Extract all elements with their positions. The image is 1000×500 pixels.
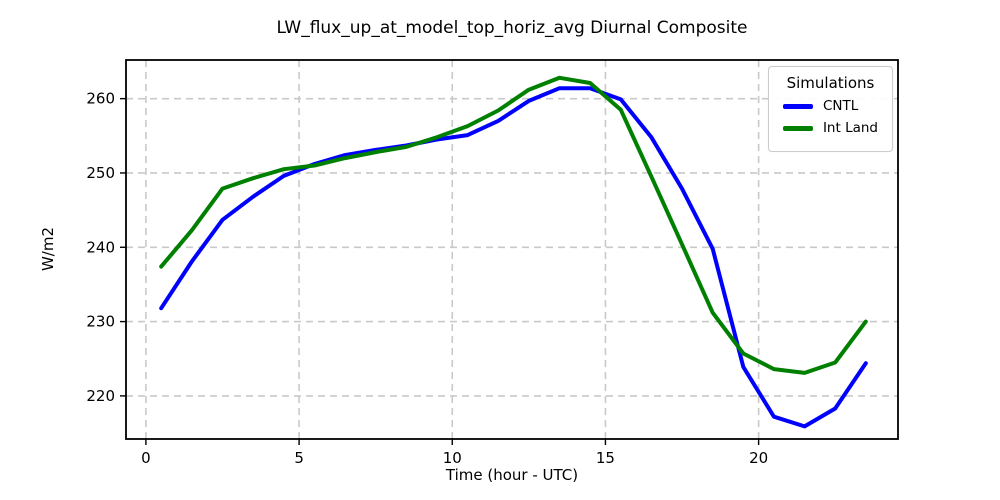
cntl-line [159,86,868,429]
y-tick-label: 260 [86,90,115,108]
plot-border [125,59,899,440]
y-axis-label: W/m2 [39,226,57,272]
y-tick-label: 240 [86,238,115,256]
legend-label: Int Land [822,120,878,136]
legend-entries: CNTL Int Land [781,98,880,136]
x-tick-label: 20 [749,449,768,467]
legend-entry: Int Land [782,120,878,136]
int-land-line [159,75,868,375]
legend-label: CNTL [822,98,859,114]
y-tick-label: 250 [86,164,115,182]
legend-swatch-icon [782,125,813,131]
x-tick-label: 5 [294,449,304,467]
legend-swatch-icon [782,103,813,109]
x-tick-label: 10 [443,449,462,467]
chart-title: LW_flux_up_at_model_top_horiz_avg Diurna… [276,18,748,38]
y-tick-label: 220 [86,387,115,405]
legend-title: Simulations [786,74,875,92]
legend-entry: CNTL [782,98,878,114]
x-tick-label: 0 [141,449,151,467]
y-tick-label: 230 [86,313,115,331]
x-axis-label: Time (hour - UTC) [445,466,579,484]
legend: Simulations CNTL Int Land [767,66,893,152]
x-tick-label: 15 [596,449,615,467]
